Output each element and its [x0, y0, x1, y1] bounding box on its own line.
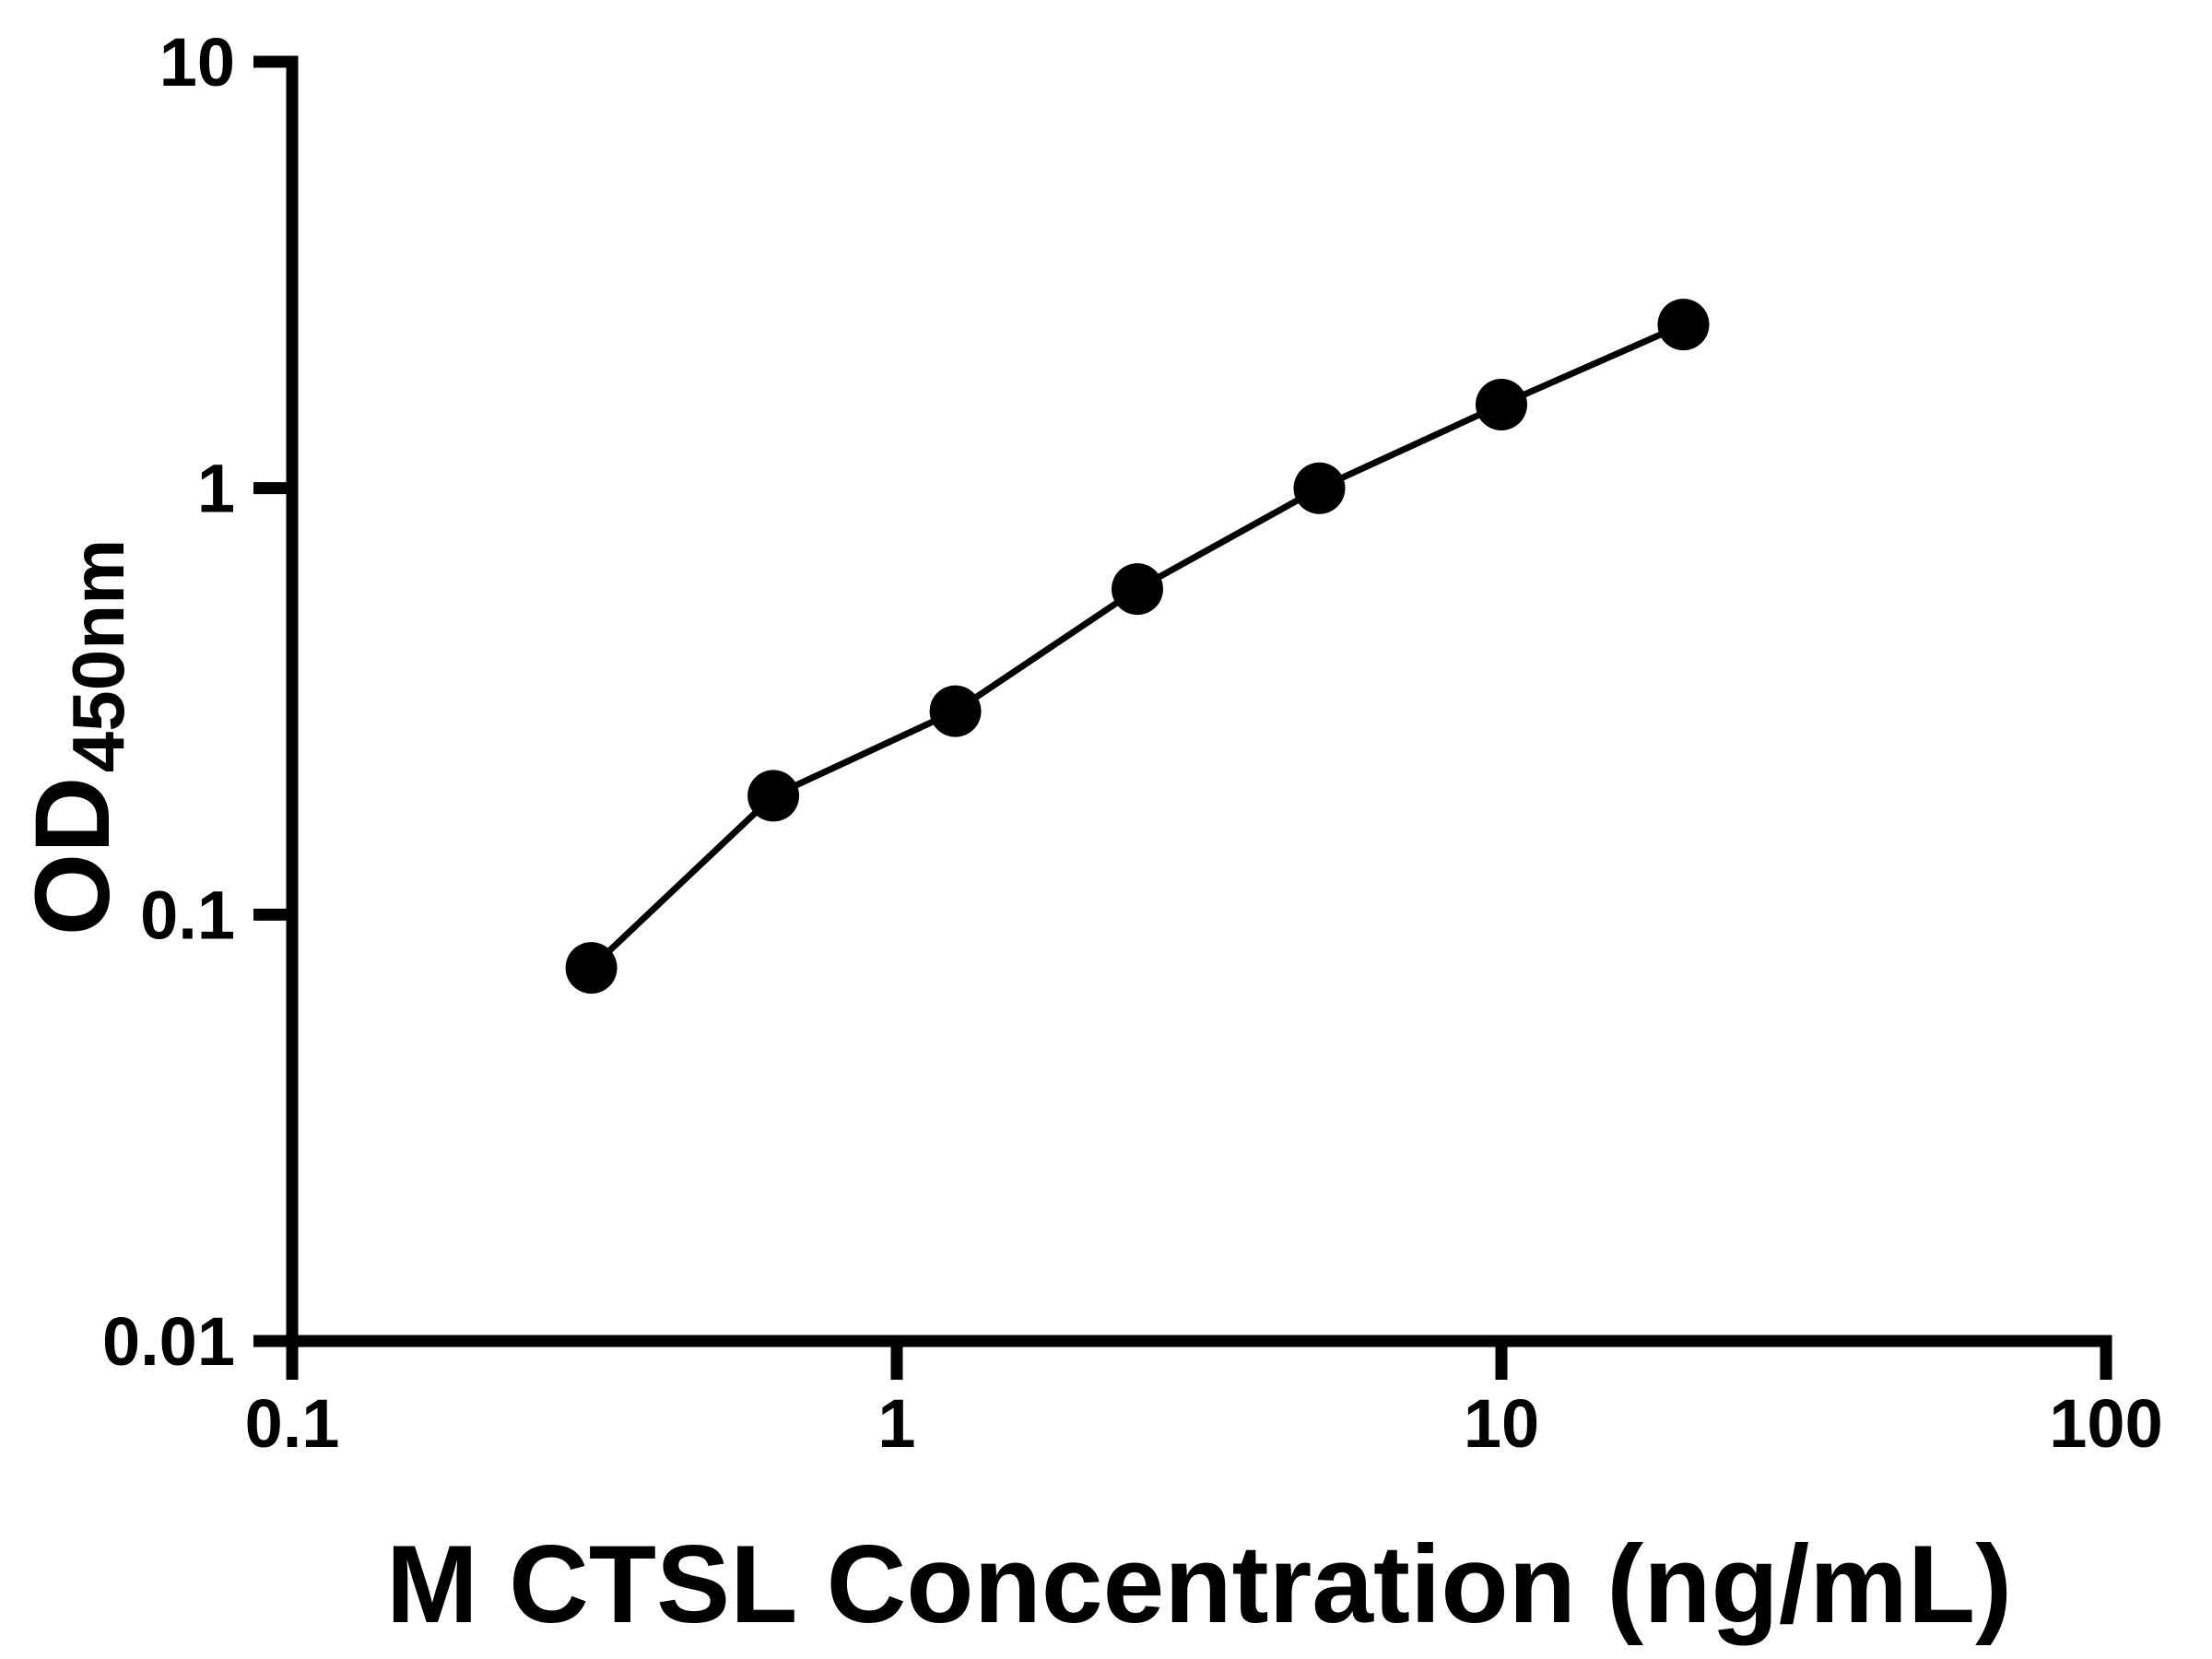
x-tick-label: 0.1: [245, 1385, 340, 1462]
y-tick-label: 0.1: [140, 877, 235, 953]
x-tick-label: 1: [877, 1385, 915, 1462]
y-tick-label: 0.01: [102, 1303, 235, 1380]
data-point: [929, 685, 982, 737]
data-point-markers: [565, 299, 1710, 994]
y-axis-ticks: [253, 55, 292, 1347]
y-axis-title: OD 450nm: [14, 539, 139, 935]
x-tick-label: 10: [1464, 1385, 1539, 1462]
data-point: [1293, 462, 1346, 514]
y-tick-label: 1: [197, 451, 235, 527]
x-tick-label: 100: [2049, 1385, 2162, 1462]
y-axis-tick-labels: 0.01 0.1 1 10: [102, 24, 235, 1380]
data-point: [1657, 299, 1710, 351]
y-axis-title-sub: 450nm: [57, 539, 139, 772]
x-axis-tick-labels: 0.1 1 10 100: [245, 1385, 2163, 1462]
x-axis-ticks: [286, 1341, 2112, 1380]
y-axis-title-main: OD: [14, 777, 132, 936]
data-point: [565, 942, 618, 994]
data-point: [747, 770, 800, 822]
y-tick-label: 10: [159, 24, 235, 100]
x-axis-title: M CTSL Concentration (ng/mL): [386, 1523, 2012, 1646]
data-point: [1112, 563, 1163, 616]
data-point: [1476, 379, 1527, 430]
